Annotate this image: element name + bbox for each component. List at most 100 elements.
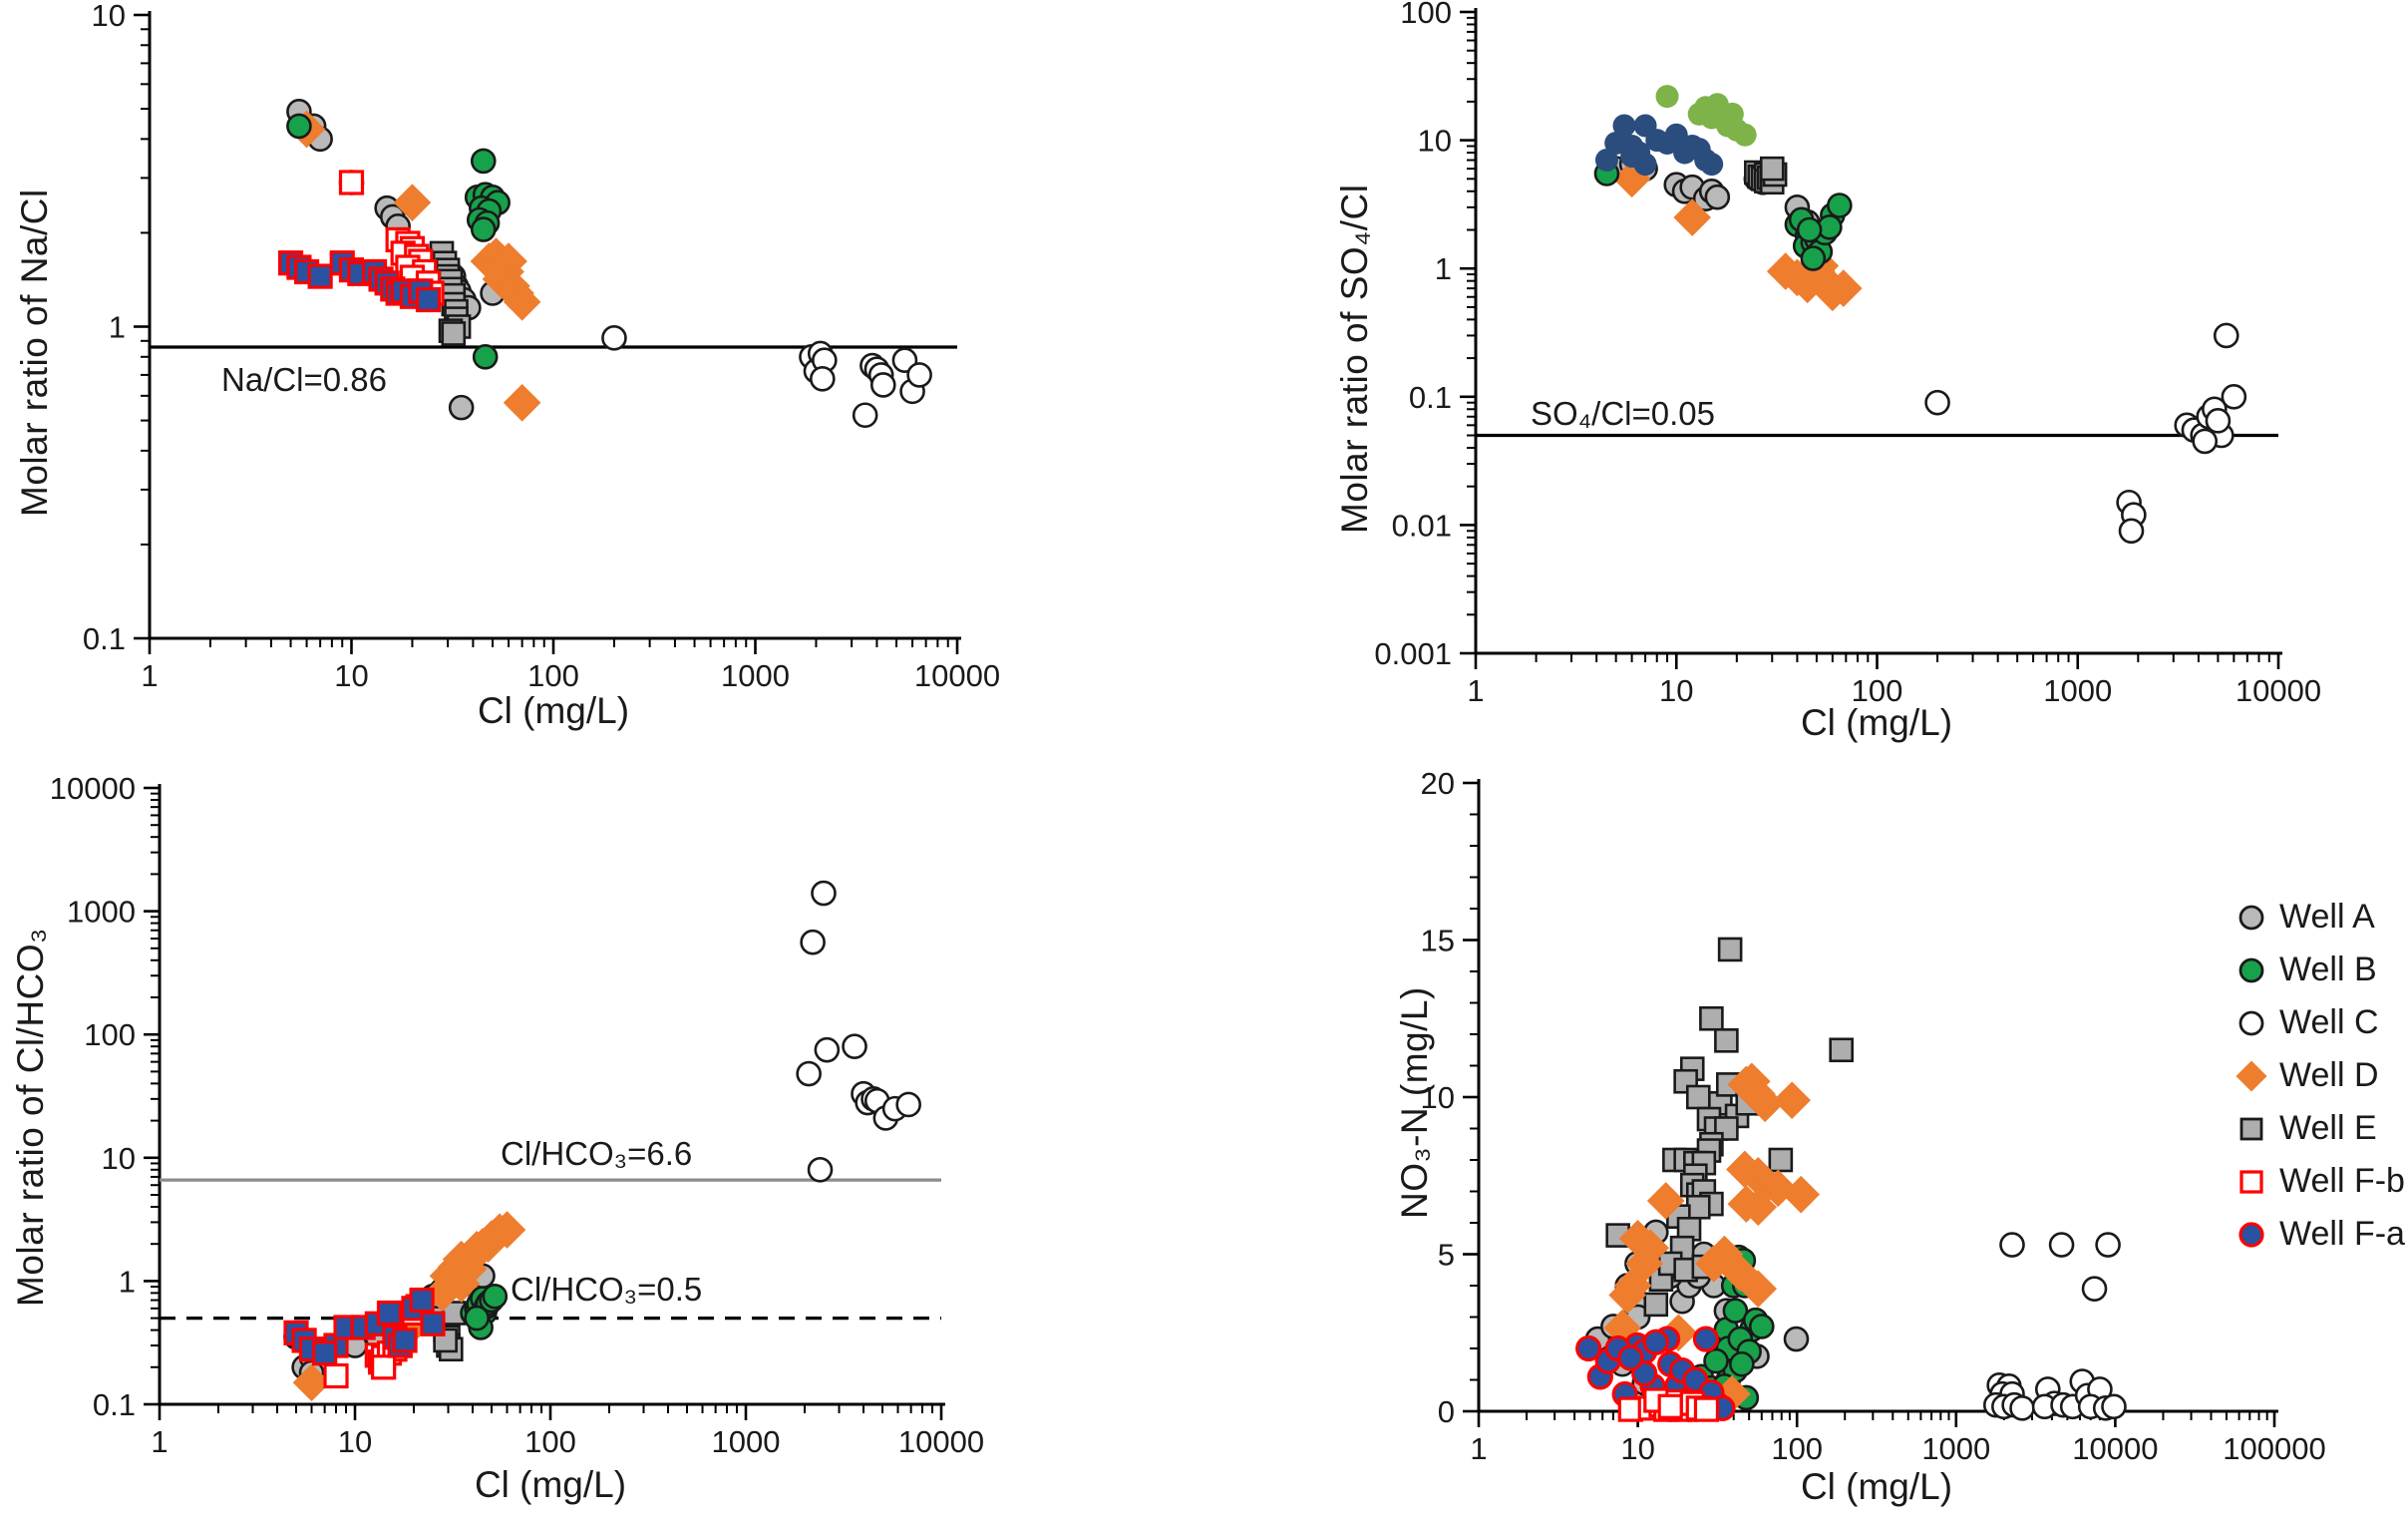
- data-point: [2081, 1276, 2108, 1302]
- data-point: [393, 184, 432, 221]
- panel-na-cl: 1 10 100 1000 10000 10 1 0.1: [83, 0, 1000, 693]
- legend-label: Well F-b: [2279, 1162, 2405, 1200]
- data-point: [1773, 1081, 1811, 1119]
- data-point: [420, 1311, 446, 1336]
- data-point: [415, 286, 442, 313]
- x-axis-title-cl-hco3: Cl (mg/L): [474, 1464, 627, 1505]
- data-point: [1729, 1350, 1755, 1377]
- data-point: [488, 1211, 526, 1249]
- data-point: [601, 325, 627, 351]
- x-axis-title-na-cl: Cl (mg/L): [477, 690, 630, 731]
- series-well-f-a: [283, 1287, 446, 1366]
- data-point: [810, 366, 836, 392]
- data-point: [1824, 269, 1863, 307]
- y-tick-label: 0.1: [83, 621, 126, 656]
- data-point: [482, 1284, 509, 1310]
- data-point: [1721, 1254, 1760, 1293]
- data-point: [292, 1363, 331, 1402]
- data-point: [307, 263, 333, 289]
- data-point: [1759, 156, 1785, 182]
- y-tick-label: 0.001: [1374, 636, 1452, 671]
- y-tick-label: 15: [1421, 924, 1455, 958]
- y-tick-label: 0: [1438, 1394, 1455, 1429]
- y-tick-label: 100: [1400, 0, 1452, 30]
- data-point: [1768, 1147, 1794, 1173]
- data-point: [906, 362, 932, 388]
- series-well-f-a: [277, 250, 442, 313]
- well-f-b-marker-icon: [2239, 1169, 2263, 1194]
- y-tick-label: 20: [1421, 766, 1455, 801]
- x-tick-label: 10: [1620, 1431, 1654, 1466]
- data-point: [371, 1354, 397, 1380]
- data-point: [1699, 1005, 1724, 1031]
- data-point: [1643, 1292, 1669, 1318]
- data-point: [811, 880, 837, 907]
- legend-item-well-d: Well D: [2234, 1049, 2405, 1102]
- data-point: [1664, 123, 1688, 147]
- axis-ticks: 1 10 100 1000 10000 100000 20 15 10 5 0: [1421, 766, 2326, 1466]
- legend-item-well-f-a: Well F-a: [2234, 1208, 2405, 1261]
- series-well-e: [1605, 937, 1854, 1318]
- data-point: [441, 321, 467, 346]
- legend-item-well-f-b: Well F-b: [2234, 1155, 2405, 1208]
- data-point: [869, 372, 896, 398]
- data-point: [1829, 1037, 1854, 1063]
- panel-so4-cl: 1 10 100 1000 10000 100 10 1 0.1 0.01 0.001: [1374, 0, 2321, 708]
- data-point: [852, 402, 878, 429]
- x-tick-label: 1000: [721, 658, 790, 693]
- data-point: [1642, 1329, 1669, 1355]
- x-tick-label: 10000: [2236, 673, 2321, 708]
- x-tick-label: 1: [1470, 1431, 1487, 1466]
- data-point: [312, 1340, 338, 1366]
- y-tick-label: 10000: [50, 771, 136, 806]
- series-well-f-b: [1617, 1387, 1720, 1422]
- y-tick-label: 5: [1438, 1238, 1455, 1273]
- data-point: [2118, 518, 2145, 545]
- y-axis-title-so4-cl: Molar ratio of SO₄/Cl: [1334, 184, 1375, 534]
- well-b-marker-icon: [2238, 957, 2264, 982]
- well-d-marker-icon: [2236, 1059, 2267, 1092]
- legend: Well A Well B Well C Well D Well E Well …: [2234, 891, 2405, 1261]
- data-point: [2205, 408, 2232, 434]
- data-point: [1727, 1065, 1766, 1104]
- legend-label: Well D: [2279, 1056, 2379, 1094]
- data-point: [464, 1305, 490, 1332]
- y-axis-title-no3: NO₃-N (mg/L): [1394, 986, 1435, 1219]
- y-tick-label: 1: [1435, 251, 1452, 286]
- data-point: [1746, 1084, 1784, 1123]
- series-well-e: [1744, 156, 1788, 195]
- data-point: [842, 1033, 867, 1059]
- axis-ticks: 1 10 100 1000 10000 100 10 1 0.1 0.01 0.001: [1374, 0, 2321, 708]
- data-point: [807, 1156, 834, 1183]
- data-point: [1714, 1028, 1739, 1053]
- data-point: [448, 394, 475, 421]
- annotation-so4-cl-ratio: SO₄/Cl=0.05: [1531, 395, 1715, 432]
- data-point: [895, 1091, 921, 1118]
- data-point: [1722, 1298, 1749, 1324]
- series-well-e: [429, 240, 472, 346]
- data-point: [323, 1362, 349, 1389]
- well-f-a-marker-icon: [2238, 1221, 2264, 1248]
- data-point: [1717, 937, 1743, 962]
- data-point: [1700, 153, 1724, 177]
- data-point: [1646, 1182, 1685, 1220]
- data-point: [2009, 1395, 2035, 1421]
- legend-label: Well C: [2279, 1003, 2379, 1041]
- x-tick-label: 100000: [2223, 1431, 2325, 1466]
- data-point: [1703, 1347, 1729, 1374]
- legend-item-well-c: Well C: [2234, 996, 2405, 1049]
- data-point: [1783, 1326, 1810, 1352]
- series-well-b: [286, 113, 511, 370]
- x-tick-label: 10000: [914, 658, 1000, 693]
- x-tick-label: 100: [527, 658, 579, 693]
- data-point: [1704, 184, 1731, 210]
- data-point: [1655, 85, 1679, 109]
- well-a-marker-icon: [2238, 905, 2264, 930]
- data-point: [1999, 1232, 2025, 1258]
- y-tick-label: 0.1: [93, 1387, 136, 1422]
- legend-label: Well B: [2279, 951, 2377, 988]
- data-point: [1594, 149, 1618, 173]
- legend-item-well-b: Well B: [2234, 944, 2405, 996]
- y-tick-label: 10: [1421, 1080, 1455, 1115]
